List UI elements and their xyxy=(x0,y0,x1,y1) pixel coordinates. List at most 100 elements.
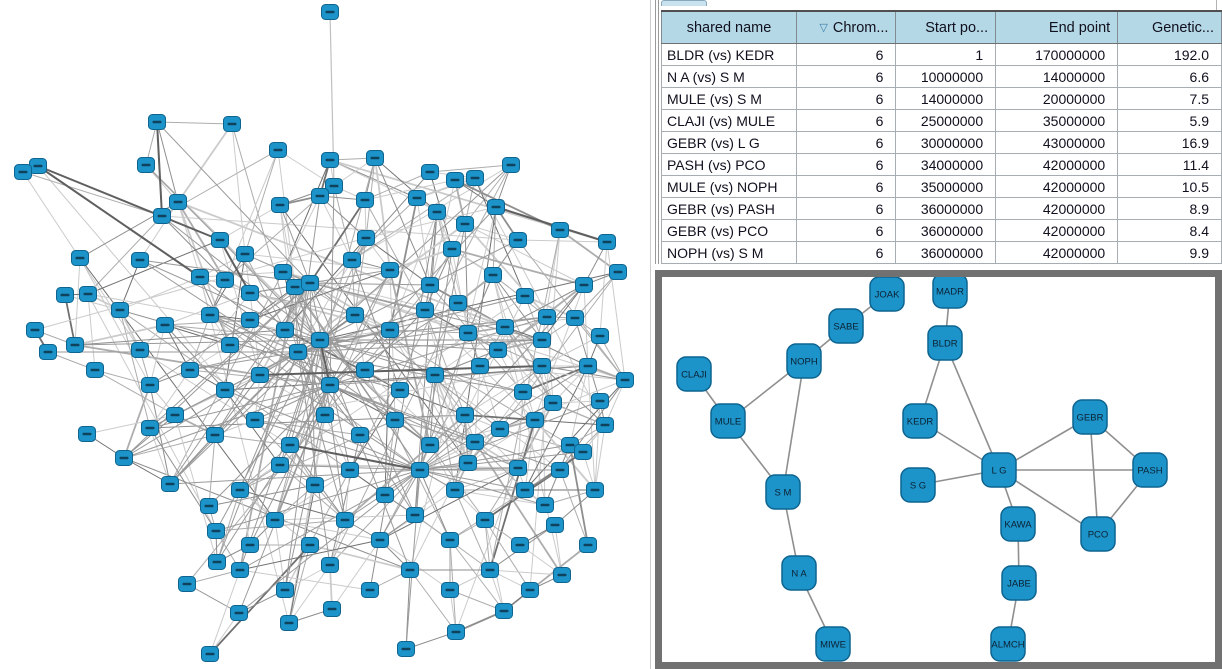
network-node-n-a[interactable]: N A xyxy=(781,555,817,591)
network-node[interactable] xyxy=(356,362,374,378)
table-tab[interactable] xyxy=(661,0,707,6)
table-cell[interactable]: 42000000 xyxy=(995,197,1119,220)
column-header-3[interactable]: End point xyxy=(995,10,1119,44)
table-cell[interactable]: 20000000 xyxy=(995,87,1119,110)
network-node[interactable] xyxy=(231,482,249,498)
network-node[interactable] xyxy=(446,172,464,188)
network-node[interactable] xyxy=(341,462,359,478)
network-node[interactable] xyxy=(323,601,341,617)
table-cell[interactable]: 170000000 xyxy=(995,43,1119,66)
network-node[interactable] xyxy=(216,272,234,288)
table-cell[interactable]: MULE (vs) S M xyxy=(660,87,798,110)
table-row[interactable]: NOPH (vs) S M 6 36000000 42000000 9.9 xyxy=(660,241,1222,264)
filtered-network-canvas[interactable]: CLAJI JOAK MADR SABE NOPH MULE BLDR KEDR GEBR S M… xyxy=(662,277,1215,662)
network-node[interactable] xyxy=(533,332,551,348)
network-node-pco[interactable]: PCO xyxy=(1080,516,1116,552)
network-node[interactable] xyxy=(216,382,234,398)
column-header-0[interactable]: shared name xyxy=(660,10,798,44)
network-node[interactable] xyxy=(351,427,369,443)
network-node[interactable] xyxy=(311,332,329,348)
network-node[interactable] xyxy=(276,322,294,338)
network-node-joak[interactable]: JOAK xyxy=(869,277,905,312)
filter-icon[interactable]: ▽ xyxy=(819,21,828,34)
network-node[interactable] xyxy=(421,164,439,180)
table-cell[interactable]: 42000000 xyxy=(995,153,1119,176)
network-node[interactable] xyxy=(509,232,527,248)
network-node[interactable] xyxy=(141,377,159,393)
table-cell[interactable]: 6 xyxy=(796,131,897,154)
table-row[interactable]: GEBR (vs) PASH 6 36000000 42000000 8.9 xyxy=(660,197,1222,220)
network-node[interactable] xyxy=(447,624,465,640)
network-node[interactable] xyxy=(575,277,593,293)
network-node[interactable] xyxy=(546,517,564,533)
table-cell[interactable]: 14000000 xyxy=(995,65,1119,88)
network-node[interactable] xyxy=(416,302,434,318)
network-node[interactable] xyxy=(489,342,507,358)
network-node[interactable] xyxy=(78,426,96,442)
network-node[interactable] xyxy=(591,328,609,344)
network-node[interactable] xyxy=(551,462,569,478)
network-node[interactable] xyxy=(236,246,254,262)
network-node[interactable] xyxy=(574,444,592,460)
table-cell[interactable]: GEBR (vs) L G xyxy=(660,131,798,154)
network-node[interactable] xyxy=(509,460,527,476)
table-row[interactable]: GEBR (vs) L G 6 30000000 43000000 16.9 xyxy=(660,131,1222,154)
network-node[interactable] xyxy=(206,427,224,443)
column-header-1[interactable]: ▽ Chrom... xyxy=(796,10,897,44)
network-node[interactable] xyxy=(441,532,459,548)
table-cell[interactable]: 42000000 xyxy=(995,241,1119,264)
network-node[interactable] xyxy=(456,407,474,423)
table-cell[interactable]: MULE (vs) NOPH xyxy=(660,175,798,198)
network-node[interactable] xyxy=(241,312,259,328)
table-cell[interactable]: 6 xyxy=(796,43,897,66)
network-node-jabe[interactable]: JABE xyxy=(1001,565,1037,601)
network-node[interactable] xyxy=(502,157,520,173)
table-row[interactable]: N A (vs) S M 6 10000000 14000000 6.6 xyxy=(660,65,1222,88)
network-node[interactable] xyxy=(178,576,196,592)
network-node[interactable] xyxy=(271,457,289,473)
network-node[interactable] xyxy=(115,450,133,466)
table-cell[interactable]: 8.4 xyxy=(1117,219,1222,242)
network-node[interactable] xyxy=(56,287,74,303)
network-node-sabe[interactable]: SABE xyxy=(828,308,864,344)
network-node[interactable] xyxy=(148,114,166,130)
network-node[interactable] xyxy=(426,367,444,383)
network-node[interactable] xyxy=(421,437,439,453)
table-row[interactable]: MULE (vs) NOPH 6 35000000 42000000 10.5 xyxy=(660,175,1222,198)
network-node[interactable] xyxy=(246,412,264,428)
network-node[interactable] xyxy=(366,150,384,166)
table-row[interactable]: GEBR (vs) PCO 6 36000000 42000000 8.4 xyxy=(660,219,1222,242)
table-cell[interactable]: 6 xyxy=(796,65,897,88)
table-cell[interactable]: 34000000 xyxy=(895,153,997,176)
network-node[interactable] xyxy=(208,554,226,570)
network-node[interactable] xyxy=(280,615,298,631)
network-node[interactable] xyxy=(446,482,464,498)
network-node[interactable] xyxy=(221,337,239,353)
network-node[interactable] xyxy=(466,434,484,450)
network-node[interactable] xyxy=(153,208,171,224)
network-edge[interactable] xyxy=(782,360,805,493)
table-cell[interactable]: 8.9 xyxy=(1117,197,1222,220)
network-node[interactable] xyxy=(336,512,354,528)
network-node[interactable] xyxy=(289,344,307,360)
network-node[interactable] xyxy=(137,157,155,173)
network-node[interactable] xyxy=(476,512,494,528)
network-node-gebr[interactable]: GEBR xyxy=(1072,399,1108,435)
network-node-noph[interactable]: NOPH xyxy=(786,343,822,379)
network-node[interactable] xyxy=(266,512,284,528)
network-node[interactable] xyxy=(281,437,299,453)
network-node[interactable] xyxy=(566,310,584,326)
table-cell[interactable]: 6 xyxy=(796,109,897,132)
network-node[interactable] xyxy=(271,197,289,213)
network-node-s-g[interactable]: S G xyxy=(900,467,936,503)
network-node[interactable] xyxy=(14,164,32,180)
network-node[interactable] xyxy=(66,337,84,353)
network-node[interactable] xyxy=(521,582,539,598)
table-cell[interactable]: CLAJI (vs) MULE xyxy=(660,109,798,132)
table-cell[interactable]: 42000000 xyxy=(995,219,1119,242)
network-node[interactable] xyxy=(471,358,489,374)
network-node[interactable] xyxy=(466,170,484,186)
network-node[interactable] xyxy=(401,562,419,578)
network-node[interactable] xyxy=(141,420,159,436)
table-cell[interactable]: 6.6 xyxy=(1117,65,1222,88)
